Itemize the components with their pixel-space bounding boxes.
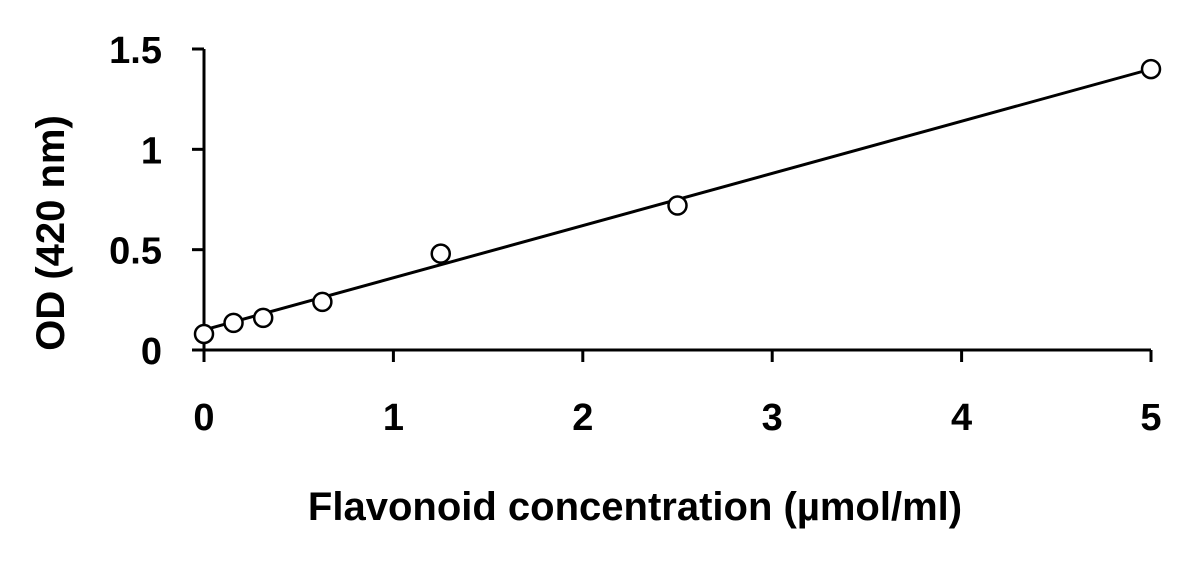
x-tick-label: 1: [383, 397, 404, 439]
x-axis-label: Flavonoid concentration (µmol/ml): [308, 485, 962, 529]
y-ticks: 0 0.5 1 1.5: [109, 30, 204, 373]
y-tick-label: 1: [141, 130, 162, 172]
x-tick-label: 5: [1140, 397, 1161, 439]
data-points: [193, 58, 1162, 345]
data-point: [312, 291, 333, 313]
y-tick-label: 1.5: [109, 30, 162, 72]
x-tick-label: 0: [193, 397, 214, 439]
y-tick-label: 0: [141, 331, 162, 373]
axes: [202, 49, 1151, 352]
y-tick-label: 0.5: [109, 231, 162, 273]
data-point: [193, 323, 215, 345]
data-point: [1140, 58, 1162, 80]
data-point: [252, 307, 274, 329]
x-ticks: 0 1 2 3 4 5: [193, 350, 1162, 439]
data-point: [223, 312, 244, 334]
x-tick-label: 4: [951, 397, 972, 439]
x-tick-label: 2: [572, 397, 593, 439]
y-axis-label: OD (420 nm): [29, 115, 73, 351]
data-point: [430, 243, 451, 264]
x-tick-label: 3: [762, 397, 783, 439]
data-point: [667, 195, 688, 216]
